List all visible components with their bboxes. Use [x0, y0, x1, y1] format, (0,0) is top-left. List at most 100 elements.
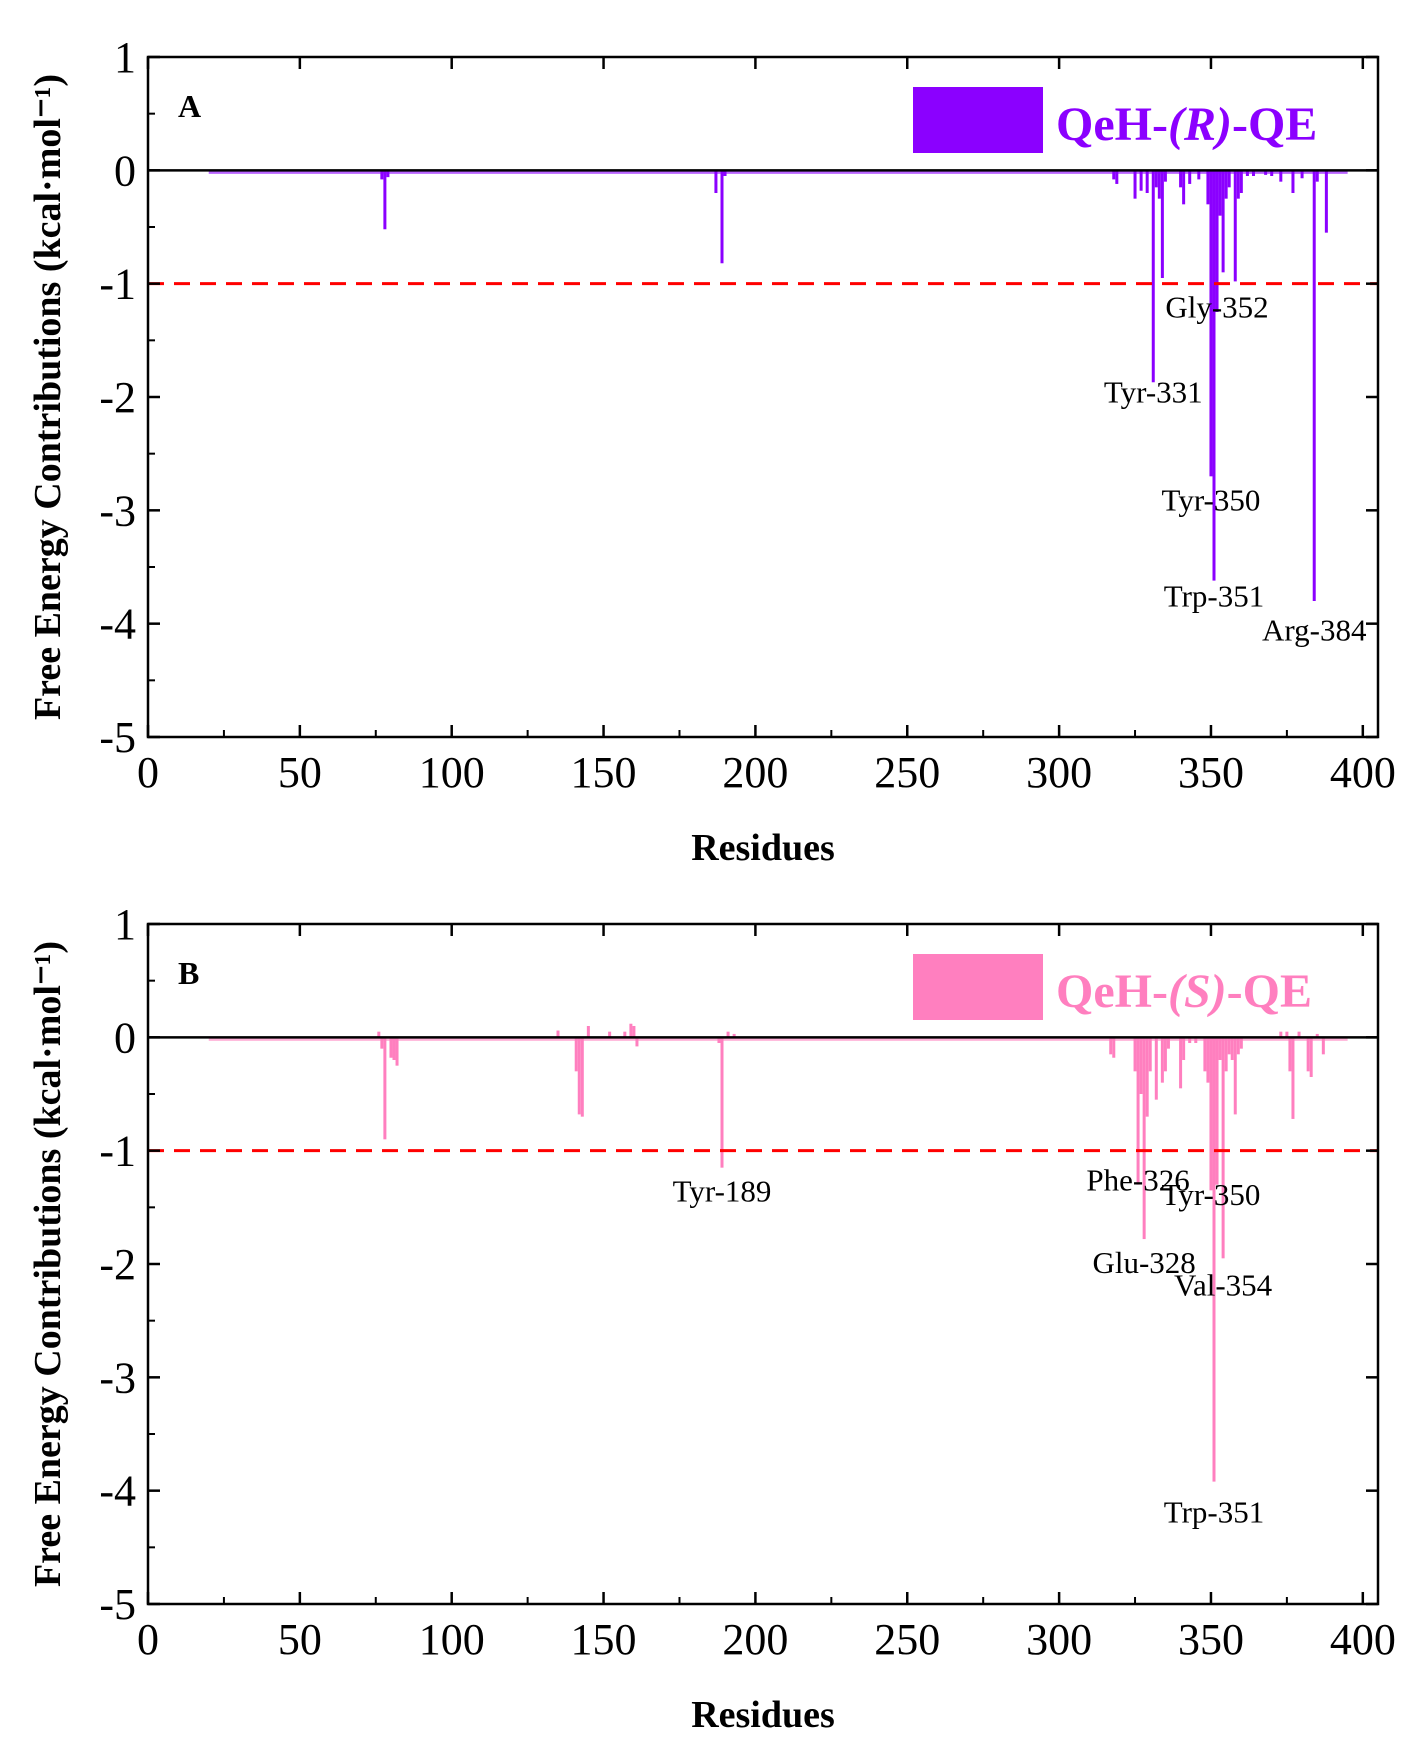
bar: [1145, 1037, 1149, 1117]
bar: [1239, 1037, 1243, 1049]
y-tick-label: -4: [99, 600, 136, 649]
bar: [1154, 1037, 1158, 1100]
x-tick-label: 400: [1330, 748, 1396, 797]
bar: [1212, 170, 1216, 581]
y-axis-title: Free Energy Contributions (kcal·mol⁻¹): [27, 941, 69, 1587]
bar: [1188, 170, 1192, 184]
legend-label: QeH-(R)-QE: [1056, 98, 1317, 151]
y-tick-label: 0: [114, 146, 136, 195]
bar: [1154, 170, 1158, 188]
annotation-label: Arg-384: [1262, 613, 1367, 648]
x-tick-label: 50: [278, 1615, 322, 1664]
bar: [1115, 170, 1119, 184]
x-tick-label: 400: [1330, 1615, 1396, 1664]
bar: [1324, 170, 1328, 233]
bar: [1279, 170, 1283, 182]
bar: [1315, 1033, 1319, 1038]
x-tick-label: 150: [571, 748, 637, 797]
bar: [1224, 170, 1228, 199]
x-tick-label: 300: [1026, 748, 1092, 797]
bar: [1142, 1037, 1146, 1240]
bar: [1148, 1037, 1152, 1072]
legend-swatch: [913, 954, 1043, 1020]
legend-label: QeH-(S)-QE: [1056, 965, 1312, 1018]
bar: [577, 1037, 581, 1115]
y-tick-label: -3: [99, 486, 136, 535]
legend-label-part: QeH-: [1056, 965, 1168, 1018]
bar: [383, 1037, 387, 1140]
panel-a: 0 50 100 150 200 250 300 350 400 1 0 -1 -2 -3 -4 -5 Resi…: [27, 33, 1396, 869]
bar: [1206, 170, 1210, 205]
bar: [1212, 1037, 1216, 1482]
bar: [1221, 1037, 1225, 1259]
bar: [608, 1031, 612, 1038]
annotation-label: Phe-326: [1086, 1162, 1189, 1197]
bar: [1157, 170, 1161, 199]
bar: [1300, 170, 1304, 179]
bar: [1227, 1037, 1231, 1055]
bar: [1291, 170, 1295, 193]
bar: [1312, 170, 1316, 602]
legend-swatch: [913, 87, 1043, 153]
bar: [1109, 1037, 1113, 1055]
x-tick-label: 50: [278, 748, 322, 797]
x-axis-title: Residues: [691, 827, 835, 869]
bar: [720, 170, 724, 264]
y-tick-label: 0: [114, 1013, 136, 1062]
bar: [389, 1037, 393, 1058]
x-tick-label: 200: [722, 748, 788, 797]
bar: [1133, 1037, 1137, 1072]
bar: [586, 1026, 590, 1038]
bar: [714, 170, 718, 193]
bar: [1160, 170, 1164, 278]
legend-label-part: QeH-: [1056, 98, 1168, 151]
bar: [1166, 1037, 1170, 1049]
bar: [1160, 1037, 1164, 1083]
y-tick-label: 1: [114, 900, 136, 949]
y-tick-label: -1: [99, 260, 136, 309]
annotation-label: Val-354: [1174, 1268, 1273, 1303]
bar: [1112, 170, 1116, 180]
bar: [1215, 1037, 1219, 1185]
bar: [392, 1037, 396, 1060]
annotation-label: Trp-351: [1164, 1494, 1265, 1529]
bar: [1224, 1037, 1228, 1072]
bar: [1306, 1037, 1310, 1072]
y-axis-title: Free Energy Contributions (kcal·mol⁻¹): [27, 74, 69, 720]
y-tick-label: -1: [99, 1127, 136, 1176]
bar: [1209, 1037, 1213, 1191]
x-tick-label: 350: [1178, 1615, 1244, 1664]
bar: [1218, 1037, 1222, 1060]
bar: [574, 1037, 578, 1072]
x-axis-title: Residues: [691, 1694, 835, 1736]
bar: [395, 1037, 399, 1066]
bar: [1285, 1031, 1289, 1038]
bar: [1279, 1031, 1283, 1038]
bar: [1182, 170, 1186, 205]
x-tick-label: 300: [1026, 1615, 1092, 1664]
bar: [1197, 170, 1201, 180]
bar: [556, 1030, 560, 1038]
x-tick-label: 200: [722, 1615, 788, 1664]
bar: [732, 1033, 736, 1038]
annotation-label: Tyr-331: [1104, 375, 1203, 410]
bar: [1163, 170, 1167, 182]
bar: [1206, 1037, 1210, 1083]
bar: [1182, 1037, 1186, 1060]
x-tick-label: 250: [874, 748, 940, 797]
y-tick-label: -4: [99, 1467, 136, 1516]
bar: [629, 1023, 633, 1038]
bar: [1315, 170, 1319, 182]
bar: [1179, 170, 1183, 188]
bar: [1179, 1037, 1183, 1089]
y-tick-label: -5: [99, 713, 136, 762]
x-tick-label: 0: [137, 1615, 159, 1664]
bar: [720, 1037, 724, 1168]
annotation-label: Trp-351: [1164, 579, 1265, 614]
y-tick-label: -5: [99, 1580, 136, 1629]
y-tick-label: -2: [99, 373, 136, 422]
bar: [1288, 1037, 1292, 1072]
bar: [1218, 170, 1222, 216]
x-tick-label: 0: [137, 748, 159, 797]
